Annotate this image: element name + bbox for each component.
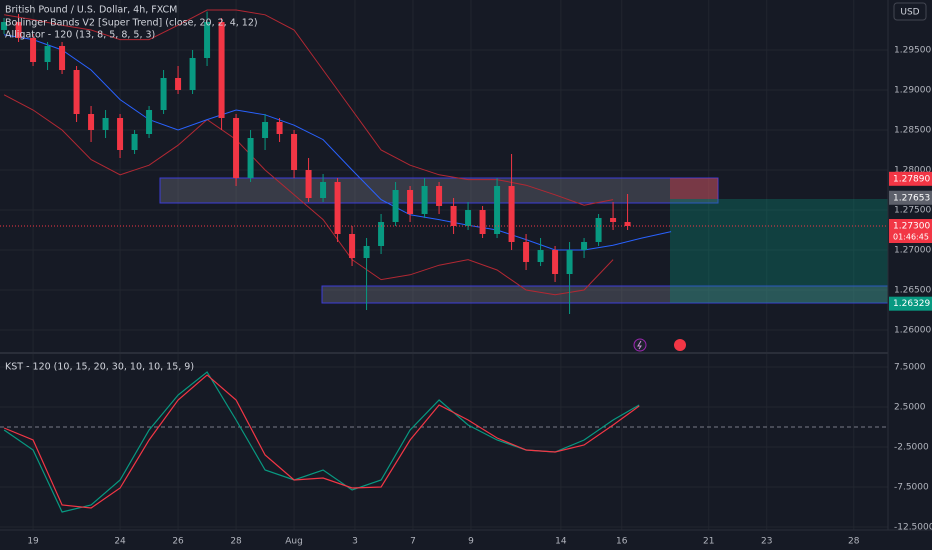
y-tick-label: 1.28000 bbox=[894, 166, 931, 176]
target-area[interactable] bbox=[670, 199, 888, 303]
y-tick-label: -12.5000 bbox=[894, 523, 932, 533]
y-tick-label: 1.26500 bbox=[894, 286, 931, 296]
price-tag bbox=[889, 190, 932, 205]
indicator-line bbox=[4, 34, 672, 251]
y-tick-label: -2.5000 bbox=[894, 443, 929, 453]
x-tick-label: Aug bbox=[285, 537, 303, 547]
x-tick-label: 7 bbox=[410, 537, 416, 547]
candle-body bbox=[146, 110, 153, 134]
candle-body bbox=[363, 246, 370, 258]
candle-body bbox=[421, 186, 428, 214]
flag-icon[interactable] bbox=[674, 339, 686, 351]
event-icon-glyph bbox=[637, 340, 642, 350]
x-tick-label: 21 bbox=[703, 537, 714, 547]
candle-body bbox=[117, 118, 124, 150]
stop-area[interactable] bbox=[670, 178, 718, 199]
candle-body bbox=[479, 210, 486, 234]
x-tick-label: 26 bbox=[172, 537, 184, 547]
price-tag bbox=[889, 219, 932, 243]
candle-body bbox=[15, 22, 22, 38]
candle-body bbox=[320, 182, 327, 198]
x-tick-label: 28 bbox=[230, 537, 242, 547]
candle-body bbox=[552, 250, 559, 274]
candle-body bbox=[30, 38, 37, 62]
price-tag-label: 1.27653 bbox=[893, 193, 930, 203]
x-tick-label: 3 bbox=[352, 537, 358, 547]
candle-body bbox=[624, 222, 631, 226]
candle-body bbox=[465, 210, 472, 226]
x-tick-label: 28 bbox=[848, 537, 860, 547]
candle-body bbox=[566, 250, 573, 274]
candle-body bbox=[131, 134, 138, 150]
candle-body bbox=[73, 70, 80, 114]
candle-body bbox=[436, 186, 443, 206]
candle-body bbox=[160, 78, 167, 110]
candle-body bbox=[537, 250, 544, 262]
currency-label[interactable]: USD bbox=[900, 8, 919, 18]
price-tag-label: 1.27300 bbox=[893, 222, 930, 232]
candle-body bbox=[523, 242, 530, 262]
price-tag-label: 1.27890 bbox=[893, 174, 930, 184]
candle-body bbox=[581, 242, 588, 250]
y-tick-label: 1.29000 bbox=[894, 86, 931, 96]
candle-body bbox=[1, 22, 8, 30]
currency-button[interactable] bbox=[893, 2, 927, 21]
candle-body bbox=[392, 190, 399, 222]
y-tick-label: 7.5000 bbox=[894, 363, 926, 373]
candle-body bbox=[175, 78, 182, 90]
indicator-legend[interactable]: Bollinger Bands V2 [Super Trend] (close,… bbox=[5, 18, 258, 29]
candle-body bbox=[102, 118, 109, 130]
candle-body bbox=[610, 218, 617, 222]
candle-body bbox=[189, 58, 196, 90]
candle-body bbox=[595, 218, 602, 242]
indicator-line bbox=[3, 94, 614, 296]
y-tick-label: -7.5000 bbox=[894, 483, 929, 493]
candle-body bbox=[262, 122, 269, 138]
y-tick-label: 1.26000 bbox=[894, 326, 931, 336]
indicator-legend[interactable]: KST - 120 (10, 15, 20, 30, 10, 10, 15, 9… bbox=[5, 362, 194, 373]
x-tick-label: 23 bbox=[761, 537, 772, 547]
candle-body bbox=[494, 186, 501, 234]
candle-body bbox=[450, 206, 457, 226]
y-tick-label: 1.27000 bbox=[894, 246, 931, 256]
plot bbox=[0, 9, 888, 513]
x-tick-label: 16 bbox=[616, 537, 628, 547]
x-tick-label: 9 bbox=[468, 537, 474, 547]
symbol-title[interactable]: British Pound / U.S. Dollar, 4h, FXCM bbox=[5, 5, 177, 16]
candle-body bbox=[233, 118, 240, 178]
candle-body bbox=[508, 186, 515, 242]
countdown: 01:46:45 bbox=[893, 233, 929, 242]
x-tick-label: 19 bbox=[27, 537, 39, 547]
y-tick-label: 1.29500 bbox=[894, 46, 931, 56]
y-tick-label: 1.28500 bbox=[894, 126, 931, 136]
candle-body bbox=[378, 222, 385, 246]
price-tag bbox=[889, 296, 932, 311]
x-tick-label: 14 bbox=[555, 537, 567, 547]
candle-body bbox=[44, 46, 51, 62]
y-tick-label: 1.27500 bbox=[894, 206, 931, 216]
candle-body bbox=[204, 22, 211, 58]
y-tick-label: 2.5000 bbox=[894, 403, 926, 413]
candle-body bbox=[247, 138, 254, 178]
candle-body bbox=[291, 134, 298, 170]
candle-body bbox=[59, 46, 66, 70]
candle-body bbox=[88, 114, 95, 130]
candle-body bbox=[334, 182, 341, 234]
x-tick-label: 24 bbox=[114, 537, 126, 547]
price-tag bbox=[889, 171, 932, 186]
price-tag-label: 1.26329 bbox=[893, 299, 930, 309]
candle-body bbox=[349, 234, 356, 258]
candle-body bbox=[276, 122, 283, 134]
indicator-legend[interactable]: Alligator - 120 (13, 8, 5, 8, 5, 3) bbox=[5, 30, 155, 41]
event-icon[interactable] bbox=[633, 338, 647, 352]
candle-body bbox=[305, 170, 312, 198]
indicator-line bbox=[3, 374, 640, 509]
candle-body bbox=[407, 190, 414, 214]
candle-body bbox=[218, 22, 225, 118]
